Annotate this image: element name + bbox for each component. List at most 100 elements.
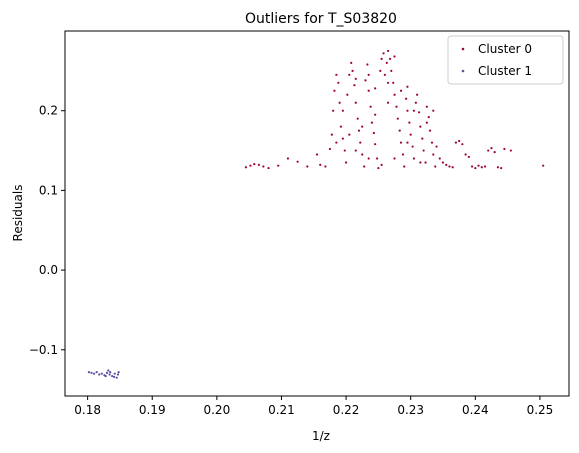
data-point bbox=[445, 163, 448, 166]
data-point bbox=[392, 81, 395, 84]
series-0 bbox=[244, 49, 545, 170]
data-point bbox=[438, 157, 441, 160]
data-point bbox=[432, 109, 435, 112]
data-point bbox=[421, 137, 424, 140]
data-point bbox=[390, 69, 393, 72]
legend-label: Cluster 0 bbox=[478, 42, 532, 56]
data-point bbox=[467, 155, 470, 159]
data-point bbox=[105, 371, 109, 374]
data-point bbox=[425, 105, 428, 108]
y-tick-label: 0.0 bbox=[39, 263, 58, 277]
data-point bbox=[267, 166, 270, 170]
data-point bbox=[343, 149, 346, 152]
series-1 bbox=[87, 369, 120, 379]
data-point bbox=[451, 166, 454, 169]
data-point bbox=[399, 141, 403, 144]
data-point bbox=[92, 372, 96, 375]
data-point bbox=[337, 81, 340, 84]
data-point bbox=[458, 139, 461, 143]
data-point bbox=[487, 149, 490, 152]
data-point bbox=[435, 145, 438, 148]
legend-marker bbox=[461, 69, 465, 73]
data-point bbox=[346, 93, 349, 96]
data-point bbox=[483, 165, 487, 168]
data-point bbox=[354, 101, 357, 104]
data-point bbox=[379, 69, 382, 72]
data-point bbox=[315, 153, 319, 156]
legend-box bbox=[447, 35, 564, 85]
data-point bbox=[344, 161, 348, 164]
data-point bbox=[406, 109, 409, 112]
x-tick-label: 0.23 bbox=[397, 403, 424, 417]
data-point bbox=[430, 141, 434, 144]
points-layer bbox=[87, 49, 545, 379]
x-tick-label: 0.20 bbox=[203, 403, 230, 417]
data-point bbox=[374, 113, 377, 116]
data-point bbox=[380, 57, 383, 60]
data-point bbox=[411, 145, 414, 148]
data-point bbox=[406, 141, 409, 144]
data-point bbox=[90, 371, 93, 374]
y-axis-label: Residuals bbox=[11, 185, 25, 242]
data-point bbox=[503, 147, 506, 151]
data-point bbox=[341, 137, 344, 140]
data-point bbox=[383, 73, 386, 76]
data-point bbox=[351, 69, 354, 72]
data-point bbox=[474, 166, 477, 170]
data-point bbox=[333, 89, 336, 92]
legend-label: Cluster 1 bbox=[478, 64, 532, 78]
data-point bbox=[108, 373, 111, 376]
data-point bbox=[399, 89, 403, 92]
data-point bbox=[441, 161, 445, 164]
data-point bbox=[87, 370, 91, 374]
axes-frame bbox=[64, 30, 570, 397]
data-point bbox=[306, 165, 309, 168]
data-point bbox=[116, 373, 120, 376]
data-point bbox=[454, 141, 458, 144]
data-point bbox=[374, 143, 377, 146]
data-point bbox=[385, 61, 388, 64]
data-point bbox=[419, 161, 422, 164]
y-tick-label: 0.1 bbox=[39, 183, 58, 197]
data-point bbox=[364, 79, 367, 82]
data-point bbox=[448, 165, 451, 168]
data-point bbox=[496, 166, 500, 169]
data-point bbox=[262, 165, 265, 168]
data-point bbox=[348, 133, 351, 136]
data-point bbox=[366, 63, 369, 66]
data-point bbox=[493, 151, 496, 154]
data-point bbox=[117, 370, 120, 374]
data-point bbox=[380, 163, 383, 166]
data-point bbox=[335, 73, 338, 76]
data-point bbox=[277, 164, 280, 167]
data-point bbox=[339, 125, 343, 128]
data-point bbox=[111, 374, 114, 378]
data-point bbox=[382, 52, 385, 55]
data-point bbox=[409, 133, 412, 136]
data-point bbox=[393, 93, 396, 96]
y-tick-label: −0.1 bbox=[29, 343, 58, 357]
data-point bbox=[363, 165, 366, 168]
legend-marker bbox=[461, 47, 465, 51]
data-point bbox=[113, 372, 116, 375]
data-point bbox=[354, 149, 357, 152]
data-point bbox=[403, 165, 406, 168]
data-point bbox=[477, 164, 480, 167]
data-point bbox=[95, 370, 98, 374]
data-point bbox=[386, 101, 390, 104]
x-axis-label: 1/z bbox=[312, 429, 330, 443]
data-point bbox=[393, 55, 396, 58]
data-point bbox=[370, 121, 374, 124]
data-point bbox=[348, 73, 351, 76]
data-point bbox=[367, 73, 370, 76]
data-point bbox=[375, 157, 379, 160]
y-tick-label: 0.2 bbox=[39, 104, 58, 118]
data-point bbox=[357, 129, 361, 132]
data-point bbox=[98, 373, 101, 376]
data-point bbox=[388, 57, 392, 60]
data-point bbox=[354, 77, 357, 80]
data-point bbox=[109, 370, 112, 374]
x-tick-label: 0.21 bbox=[268, 403, 295, 417]
x-tick-label: 0.19 bbox=[139, 403, 166, 417]
